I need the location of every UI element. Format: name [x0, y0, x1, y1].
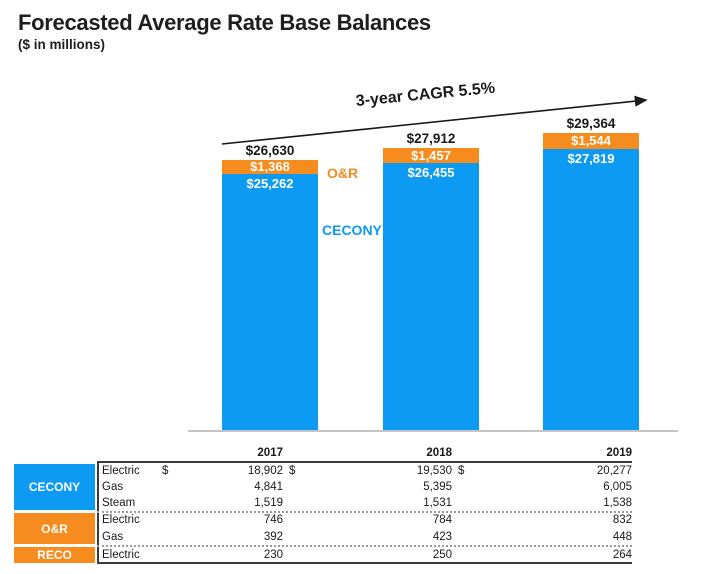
table-row-cecony-gas: Gas 4,841 5,395 6,005 [14, 479, 632, 495]
value-2017: 4,841 [254, 481, 283, 493]
page-title: Forecasted Average Rate Base Balances [18, 10, 431, 35]
group-label-or: O&R [14, 513, 95, 544]
category-label: Electric [102, 548, 140, 561]
bar-2017-segment-or: $1,368 [222, 160, 318, 174]
value-2019: 448 [612, 530, 632, 543]
year-header-2019: 2019 [606, 447, 632, 459]
bar-total-label-2017: $26,630 [245, 143, 295, 158]
dollar-sign: $ [289, 465, 296, 477]
value-2019: 20,277 [596, 465, 632, 477]
cagr-annotation: 3-year CAGR 5.5% [355, 79, 496, 110]
value-2017: 746 [263, 513, 283, 526]
series-label-or: O&R [327, 165, 359, 181]
value-2018: 1,531 [423, 497, 452, 509]
table-row-or-electric: Electric 746 784 832 [14, 511, 632, 528]
year-header-2018: 2018 [426, 447, 452, 459]
bar-total-label-2018: $27,912 [406, 131, 456, 146]
value-2018: 250 [432, 548, 452, 561]
x-axis-line [188, 430, 678, 432]
value-2018: 784 [432, 513, 452, 526]
table-body: CECONY O&R RECO Electric $ 18,902 $ 19,5… [14, 461, 632, 564]
table-row-reco-electric: Electric 230 250 264 [14, 545, 632, 564]
table-row-cecony-steam: Steam 1,519 1,531 1,538 [14, 495, 632, 511]
bar-2018-segment-or: $1,457 [383, 148, 479, 163]
bar-total-label-2019: $29,364 [566, 116, 616, 131]
series-label-cecony: CECONY [322, 222, 382, 238]
value-2018: 19,530 [416, 465, 452, 477]
value-2019: 264 [612, 548, 632, 561]
value-2018: 423 [432, 530, 452, 543]
bar-2019-segment-cecony: $27,819 [543, 149, 639, 430]
category-label: Electric [102, 513, 140, 526]
bar-2019: $1,544 $27,819 [543, 133, 639, 430]
category-label: Steam [102, 497, 136, 509]
table-row-or-gas: Gas 392 423 448 [14, 528, 632, 545]
year-header-2017: 2017 [257, 447, 283, 459]
bar-2018-segment-cecony: $26,455 [383, 163, 479, 430]
category-label: Gas [102, 530, 124, 543]
value-2019: 832 [612, 513, 632, 526]
page-subtitle: ($ in millions) [18, 37, 106, 52]
table-dotted-divider-1 [97, 511, 632, 513]
bar-2017-cecony-value: $25,262 [246, 176, 294, 191]
bar-2017-segment-cecony: $25,262 [222, 174, 318, 430]
table-bottom-rule [97, 562, 632, 564]
bar-2018-cecony-value: $26,455 [407, 165, 455, 180]
value-2017: 18,902 [247, 465, 283, 477]
value-2017: 230 [263, 548, 283, 561]
value-2018: 5,395 [423, 481, 452, 493]
dollar-sign: $ [162, 465, 169, 477]
value-2017: 392 [263, 530, 283, 543]
category-label: Gas [102, 481, 124, 493]
table-dotted-divider-2 [97, 545, 632, 547]
table-top-rule [97, 461, 632, 463]
bar-2018: $1,457 $26,455 [383, 148, 479, 430]
bar-2017: $1,368 $25,262 [222, 160, 318, 430]
table-row-cecony-electric: Electric $ 18,902 $ 19,530 $ 20,277 [14, 463, 632, 479]
bar-2019-segment-or: $1,544 [543, 133, 639, 149]
value-2017: 1,519 [254, 497, 283, 509]
category-label: Electric [102, 465, 140, 477]
value-2019: 1,538 [603, 497, 632, 509]
dollar-sign: $ [458, 465, 465, 477]
group-label-reco: RECO [14, 547, 95, 563]
value-2019: 6,005 [603, 481, 632, 493]
table-header-row: 2017 2018 2019 [14, 445, 632, 461]
group-label-cecony: CECONY [14, 464, 95, 510]
bar-2019-cecony-value: $27,819 [567, 151, 615, 166]
rate-base-table: 2017 2018 2019 CECONY O&R RECO Electric … [14, 445, 632, 564]
